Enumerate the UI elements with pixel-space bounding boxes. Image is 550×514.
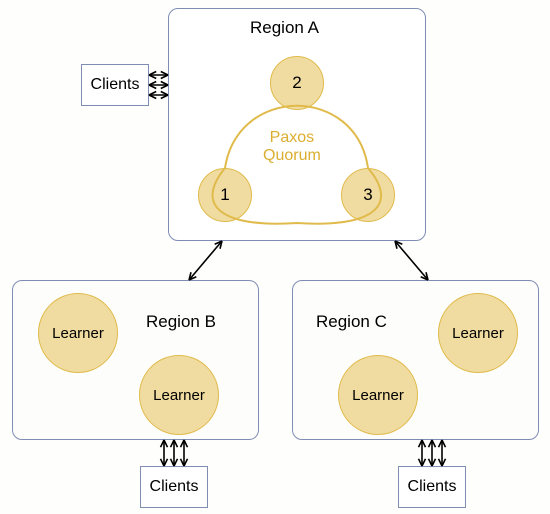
paxos-quorum-label: Paxos Quorum [263, 129, 321, 166]
clients-right: Clients [398, 466, 466, 508]
node-3-label: 3 [363, 185, 372, 205]
clients-top-label: Clients [91, 76, 140, 94]
clients-left-label: Clients [150, 478, 199, 496]
region-c-learner-2: Learner [338, 355, 418, 435]
clients-right-label: Clients [408, 478, 457, 496]
node-2: 2 [270, 56, 324, 110]
clients-top: Clients [81, 64, 149, 106]
clients-left: Clients [140, 466, 208, 508]
quorum-line1: Paxos [270, 129, 314, 146]
node-1: 1 [198, 168, 252, 222]
node-1-label: 1 [220, 185, 229, 205]
region-b-learner-1: Learner [38, 293, 118, 373]
region-c-learner-2-label: Learner [352, 387, 404, 404]
region-b-learner-1-label: Learner [52, 325, 104, 342]
node-3: 3 [341, 168, 395, 222]
region-c-learner-1-label: Learner [452, 325, 504, 342]
region-c-learner-1: Learner [438, 293, 518, 373]
region-c-title: Region C [316, 312, 387, 332]
node-2-label: 2 [292, 73, 301, 93]
region-b-learner-2: Learner [139, 355, 219, 435]
region-b-title: Region B [146, 312, 216, 332]
region-a-title: Region A [250, 18, 319, 38]
quorum-line2: Quorum [263, 147, 321, 164]
region-b-learner-2-label: Learner [153, 387, 205, 404]
